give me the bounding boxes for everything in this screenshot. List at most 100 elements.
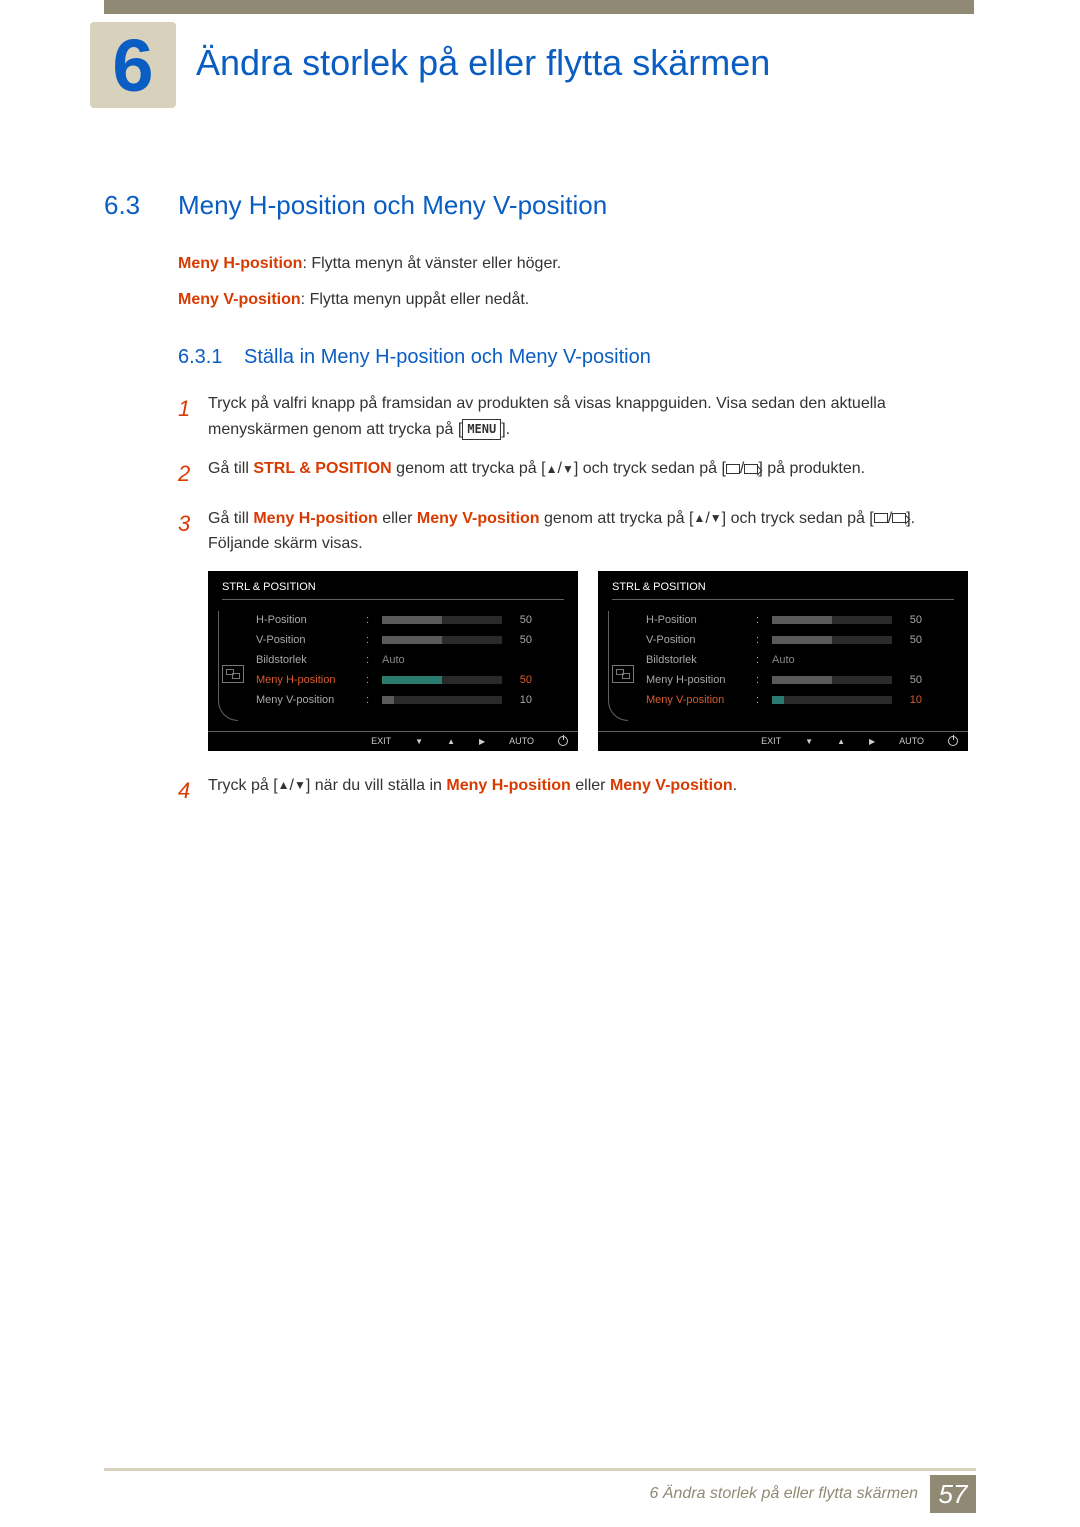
osd-size-icon: [612, 665, 634, 683]
osd-auto-value: Auto: [772, 654, 795, 666]
step-4-hl1: Meny H-position: [446, 777, 570, 794]
osd-val-menyh: 50: [892, 674, 922, 686]
rect-icon: [726, 464, 740, 474]
osd-exit-label: EXIT: [761, 736, 781, 746]
step-3-body: Gå till Meny H-position eller Meny V-pos…: [208, 506, 974, 557]
chapter-title: Ändra storlek på eller flytta skärmen: [196, 42, 770, 84]
up-triangle-icon: ▲: [447, 737, 455, 746]
subsection-title: Ställa in Meny H-position och Meny V-pos…: [244, 346, 651, 369]
osd-val-hpos: 50: [892, 614, 922, 626]
step-2-text-c: ] och tryck sedan på [: [574, 460, 726, 477]
step-4-number: 4: [178, 773, 208, 808]
chapter-badge: 6: [90, 22, 176, 108]
subsection-number: 6.3.1: [178, 346, 244, 369]
up-triangle-icon: ▲: [837, 737, 845, 746]
chapter-number: 6: [112, 23, 153, 108]
osd-panel-right: STRL & POSITION H-Position : 50 V-Positi…: [598, 571, 968, 751]
step-4-hl2: Meny V-position: [610, 777, 733, 794]
osd-val-vpos: 50: [892, 634, 922, 646]
osd-label-hpos: H-Position: [646, 614, 756, 626]
section-heading: 6.3 Meny H-position och Meny V-position: [104, 190, 974, 221]
osd-label-hpos: H-Position: [256, 614, 366, 626]
osd-auto-value: Auto: [382, 654, 405, 666]
step-4-text-b: ] när du vill ställa in: [306, 777, 447, 794]
step-3-text-b: eller: [378, 510, 417, 527]
osd-figures: STRL & POSITION H-Position : 50 V-Positi…: [208, 571, 974, 751]
section-number: 6.3: [104, 190, 178, 221]
osd-size-icon: [222, 665, 244, 683]
menu-button-icon: MENU: [462, 419, 501, 440]
step-1-text-b: ].: [501, 421, 510, 438]
step-3-text-d: ] och tryck sedan på [: [722, 510, 874, 527]
step-2-text-b: genom att trycka på [: [392, 460, 546, 477]
right-triangle-icon: ▶: [479, 737, 485, 746]
osd-val-menyv: 10: [502, 694, 532, 706]
osd-label-menyh: Meny H-position: [256, 674, 366, 686]
osd-label-menyv: Meny V-position: [256, 694, 366, 706]
footer-page-number: 57: [930, 1475, 976, 1513]
osd-row-hpos: H-Position : 50: [646, 610, 954, 630]
intro-hl-1: Meny H-position: [178, 255, 302, 272]
step-2-number: 2: [178, 456, 208, 491]
osd-label-menyh: Meny H-position: [646, 674, 756, 686]
footer-text: 6 Ändra storlek på eller flytta skärmen: [649, 1485, 918, 1503]
osd-label-vpos: V-Position: [646, 634, 756, 646]
osd-bottom-bar: EXIT ▼ ▲ ▶ AUTO: [208, 731, 578, 751]
step-3-text-c: genom att trycka på [: [540, 510, 694, 527]
down-triangle-icon: ▼: [294, 776, 306, 795]
footer-divider: [104, 1468, 976, 1471]
step-1: 1 Tryck på valfri knapp på framsidan av …: [178, 391, 974, 442]
step-2-hl: STRL & POSITION: [253, 460, 391, 477]
intro-hl-2: Meny V-position: [178, 291, 301, 308]
osd-panel-left: STRL & POSITION H-Position : 50 V-Positi…: [208, 571, 578, 751]
step-1-body: Tryck på valfri knapp på framsidan av pr…: [208, 391, 974, 442]
up-triangle-icon: ▲: [693, 509, 705, 528]
osd-label-vpos: V-Position: [256, 634, 366, 646]
osd-row-bild: Bildstorlek : Auto: [646, 650, 954, 670]
top-stripe: [104, 0, 974, 14]
step-1-text-a: Tryck på valfri knapp på framsidan av pr…: [208, 395, 886, 438]
intro-text-2: : Flytta menyn uppåt eller nedåt.: [301, 291, 530, 308]
step-2-text-d: ] på produkten.: [758, 460, 865, 477]
osd-row-vpos: V-Position : 50: [256, 630, 564, 650]
up-triangle-icon: ▲: [278, 776, 290, 795]
osd-row-menyv: Meny V-position : 10: [646, 690, 954, 710]
osd-title-left: STRL & POSITION: [222, 581, 564, 600]
osd-val-vpos: 50: [502, 634, 532, 646]
subsection-heading: 6.3.1 Ställa in Meny H-position och Meny…: [178, 346, 974, 369]
enter-icon: [744, 464, 758, 474]
osd-auto-label: AUTO: [509, 736, 534, 746]
osd-row-vpos: V-Position : 50: [646, 630, 954, 650]
intro-line-1: Meny H-position: Flytta menyn åt vänster…: [178, 251, 974, 277]
step-3: 3 Gå till Meny H-position eller Meny V-p…: [178, 506, 974, 557]
osd-row-bild: Bildstorlek : Auto: [256, 650, 564, 670]
step-2: 2 Gå till STRL & POSITION genom att tryc…: [178, 456, 974, 491]
osd-exit-label: EXIT: [371, 736, 391, 746]
step-4-body: Tryck på [▲/▼] när du vill ställa in Men…: [208, 773, 974, 808]
rect-icon: [874, 513, 888, 523]
osd-row-menyh: Meny H-position : 50: [646, 670, 954, 690]
down-triangle-icon: ▼: [710, 509, 722, 528]
step-4-text-c: eller: [571, 777, 610, 794]
down-triangle-icon: ▼: [805, 737, 813, 746]
osd-auto-label: AUTO: [899, 736, 924, 746]
osd-title-right: STRL & POSITION: [612, 581, 954, 600]
step-4: 4 Tryck på [▲/▼] när du vill ställa in M…: [178, 773, 974, 808]
osd-label-bild: Bildstorlek: [256, 654, 366, 666]
down-triangle-icon: ▼: [562, 460, 574, 479]
osd-val-hpos: 50: [502, 614, 532, 626]
osd-row-menyh: Meny H-position : 50: [256, 670, 564, 690]
section-title: Meny H-position och Meny V-position: [178, 190, 607, 221]
step-3-hl1: Meny H-position: [253, 510, 377, 527]
osd-row-hpos: H-Position : 50: [256, 610, 564, 630]
step-1-number: 1: [178, 391, 208, 442]
osd-label-menyv: Meny V-position: [646, 694, 756, 706]
osd-row-menyv: Meny V-position : 10: [256, 690, 564, 710]
step-2-text-a: Gå till: [208, 460, 253, 477]
content-area: 6.3 Meny H-position och Meny V-position …: [104, 190, 974, 822]
power-icon: [558, 736, 568, 746]
power-icon: [948, 736, 958, 746]
right-triangle-icon: ▶: [869, 737, 875, 746]
intro-line-2: Meny V-position: Flytta menyn uppåt elle…: [178, 287, 974, 313]
step-3-hl2: Meny V-position: [417, 510, 540, 527]
